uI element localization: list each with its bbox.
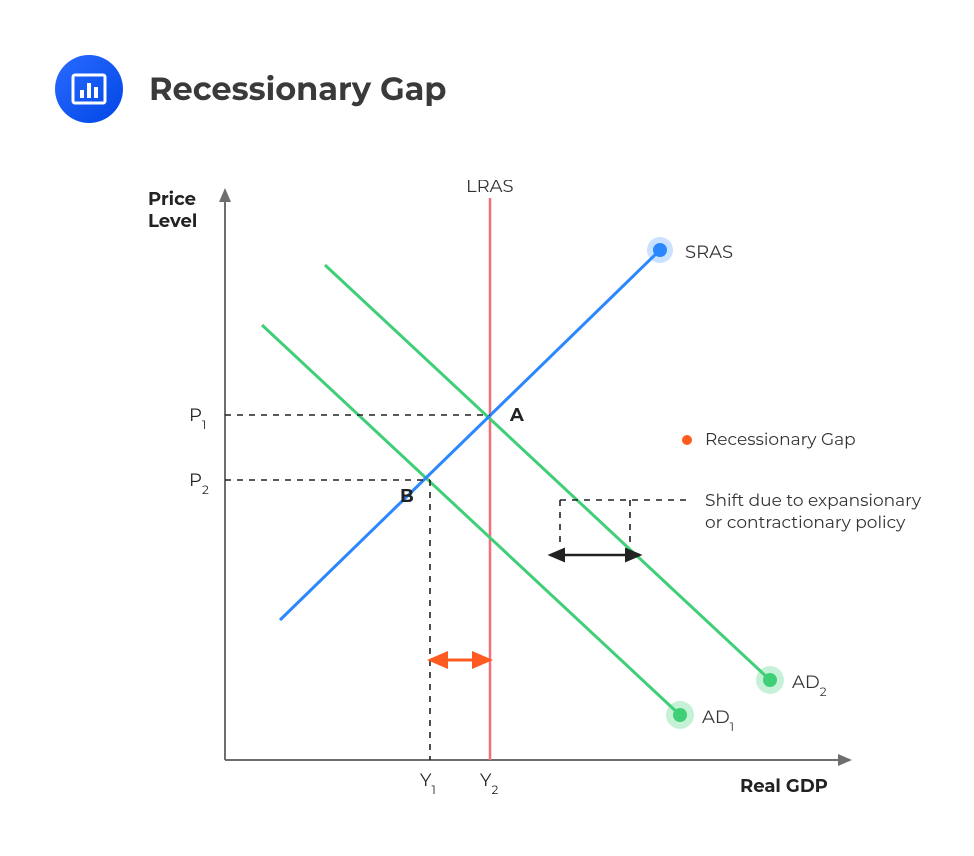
y-axis-label: Price (148, 188, 196, 210)
sras-line (280, 250, 660, 620)
chart: PriceLevel Real GDP LRAS AD1 AD2 SRAS A B P1 P2 Y1… (130, 180, 930, 825)
ad1-marker (673, 708, 687, 722)
legend-shift-line1: Shift due to expansionary (705, 491, 922, 511)
tick-y2: Y2 (480, 769, 498, 798)
ad1-label: AD1 (702, 706, 734, 735)
point-a-label: A (509, 404, 524, 426)
tick-y1: Y1 (420, 769, 436, 798)
ad2-marker (763, 673, 777, 687)
legend-gap-label: Recessionary Gap (705, 430, 856, 450)
sras-label: SRAS (685, 241, 733, 263)
ad2-label: AD2 (792, 671, 827, 700)
y-axis-label-2: Level (148, 210, 197, 232)
ad2-line (325, 265, 770, 680)
ad1-line (262, 325, 680, 715)
point-b-label: B (400, 485, 414, 507)
tick-p2: P2 (189, 469, 209, 498)
lras-label: LRAS (466, 180, 514, 197)
chart-icon (55, 55, 123, 123)
page-title: Recessionary Gap (149, 70, 447, 109)
legend-gap-bullet (682, 435, 692, 445)
tick-p1: P1 (189, 404, 206, 433)
sras-marker (653, 243, 667, 257)
page: { "header": { "title": "Recessionary Gap… (0, 0, 974, 856)
x-axis-label: Real GDP (740, 775, 828, 797)
legend-shift-line2: or contractionary policy (705, 513, 906, 533)
header: Recessionary Gap (55, 55, 447, 123)
